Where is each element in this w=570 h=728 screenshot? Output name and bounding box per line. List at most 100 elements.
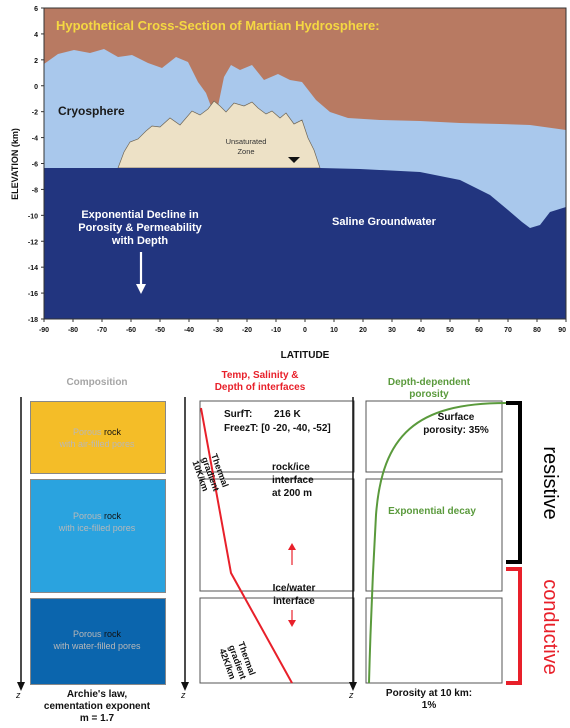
interface1-line1: rock/ice [272, 462, 310, 473]
y-tick-label: -12 [28, 239, 38, 246]
water-pores-label-post: with water-filled pores [53, 641, 141, 651]
surft-label: SurfT: [224, 409, 252, 420]
temperature-heading: Temp, Salinity & Depth of interfaces [190, 370, 330, 394]
porosity-box-3 [365, 597, 503, 684]
y-tick-label: -16 [28, 291, 38, 298]
x-tick-label: -70 [97, 327, 107, 334]
y-tick-label: -2 [32, 110, 38, 117]
groundwater-region [44, 168, 566, 319]
y-tick-label: 6 [34, 6, 38, 13]
y-tick-label: -6 [32, 162, 38, 169]
air-pores-label-pre: Porous [72, 427, 104, 437]
porosity-heading-line2: porosity [409, 389, 449, 400]
x-tick-label: 90 [558, 327, 566, 334]
archie-law-note: Archie's law, cementation exponent m = 1… [30, 689, 164, 725]
water-pores-box [30, 598, 166, 685]
temp-box-1 [199, 400, 355, 473]
temp-box-2 [199, 478, 355, 592]
freezt-label: FreezT: [0 -20, -40, -52] [224, 423, 331, 434]
surface-porosity-line1: Surface [438, 412, 475, 423]
saline-groundwater-label: Saline Groundwater [332, 216, 437, 228]
side-brackets: resistive conductive [506, 401, 561, 685]
porosity-footer-line2: 1% [421, 700, 437, 711]
air-pores-box [30, 401, 166, 474]
water-table-marker-icon [288, 157, 300, 163]
porosity-z-label: z [349, 690, 354, 700]
y-tick-label: 0 [34, 84, 38, 91]
temperature-axis-arrow-icon [181, 682, 189, 691]
temp-box-3 [199, 597, 355, 684]
temperature-profile-line [200, 407, 293, 684]
plot-area [43, 7, 567, 320]
interface2-line2: interface [273, 596, 315, 607]
porosity-footer: Porosity at 10 km: 1% [364, 688, 494, 712]
temperature-panel: SurfT: 216 K FreezT: [0 -20, -40, -52] T… [181, 397, 355, 691]
surface-porosity-line2: porosity: 35% [423, 425, 489, 436]
porosity-decay-curve [368, 402, 506, 684]
ice-pores-label-rock: rock [104, 511, 122, 521]
x-tick-label: 80 [533, 327, 541, 334]
porosity-heading-line1: Depth-dependent [387, 377, 471, 388]
interface1-line2: interface [272, 475, 314, 486]
air-pores-label-post: with air-filled pores [59, 439, 135, 449]
resistive-bracket [506, 401, 522, 564]
y-tick-label: -8 [32, 187, 38, 194]
ice-pores-label: Porous rock with ice-filled pores [30, 510, 164, 534]
composition-depth-axis [17, 397, 25, 691]
porosity-box-2 [365, 478, 503, 592]
composition-heading: Composition [66, 377, 128, 388]
y-axis-ticks: 6 4 2 0 -2 -4 -6 -8 -10 -12 -14 -16 -18 [28, 6, 44, 324]
water-pores-label-rock: rock [104, 629, 122, 639]
ice-pores-label-pre: Porous [72, 511, 104, 521]
y-tick-label: 4 [34, 32, 38, 39]
cross-section-plot: Hypothetical Cross-Section of Martian Hy… [10, 6, 567, 361]
x-tick-label: -90 [39, 327, 49, 334]
x-tick-label: 0 [303, 327, 307, 334]
conductive-label: conductive [539, 579, 561, 675]
cryosphere-label: Cryosphere [58, 104, 125, 118]
y-tick-label: -10 [28, 213, 38, 220]
depth-arrow-head-icon [136, 284, 146, 294]
resistive-label: resistive [539, 446, 561, 519]
interface-arrow-down-icon [288, 620, 296, 627]
archie-line3: m = 1.7 [79, 713, 115, 724]
unsaturated-zone-region [117, 100, 321, 169]
x-tick-label: 60 [475, 327, 483, 334]
porosity-panel: Surface porosity: 35% Exponential decay [349, 397, 506, 691]
x-tick-label: -10 [271, 327, 281, 334]
archie-line2: cementation exponent [43, 701, 151, 712]
temperature-z-label: z [181, 690, 186, 700]
ice-pores-label-post: with ice-filled pores [58, 523, 136, 533]
x-tick-label: 40 [417, 327, 425, 334]
x-tick-label: -20 [242, 327, 252, 334]
porosity-footer-line1: Porosity at 10 km: [385, 688, 473, 699]
depth-arrow-down-icon [17, 682, 25, 691]
interface-arrow-up-icon [288, 543, 296, 550]
x-tick-label: 10 [330, 327, 338, 334]
x-tick-label: -60 [126, 327, 136, 334]
porosity-axis-arrow-icon [349, 682, 357, 691]
ice-pores-box [30, 479, 166, 593]
air-pores-label-rock: rock [104, 427, 122, 437]
air-pores-label: Porous rock with air-filled pores [30, 426, 164, 450]
y-tick-label: 2 [34, 58, 38, 65]
x-tick-label: 70 [504, 327, 512, 334]
x-tick-label: -80 [68, 327, 78, 334]
plot-title: Hypothetical Cross-Section of Martian Hy… [56, 18, 380, 33]
x-tick-label: -50 [155, 327, 165, 334]
y-tick-label: -18 [28, 317, 38, 324]
exponential-decay-label: Exponential decay [388, 506, 476, 517]
temperature-heading-line1: Temp, Salinity & [221, 370, 299, 381]
x-axis-label: LATITUDE [281, 350, 330, 361]
temperature-heading-line2: Depth of interfaces [214, 382, 306, 393]
water-pores-label-pre: Porous [72, 629, 104, 639]
y-tick-label: -4 [32, 136, 38, 143]
x-tick-label: 30 [388, 327, 396, 334]
unsaturated-zone-label-line2: Zone [237, 147, 254, 156]
porosity-heading: Depth-dependent porosity [362, 377, 496, 401]
y-tick-label: -14 [28, 265, 38, 272]
decline-label-line3: with Depth [111, 235, 168, 247]
x-tick-label: 20 [359, 327, 367, 334]
x-tick-label: -30 [213, 327, 223, 334]
composition-z-label: z [16, 690, 21, 700]
